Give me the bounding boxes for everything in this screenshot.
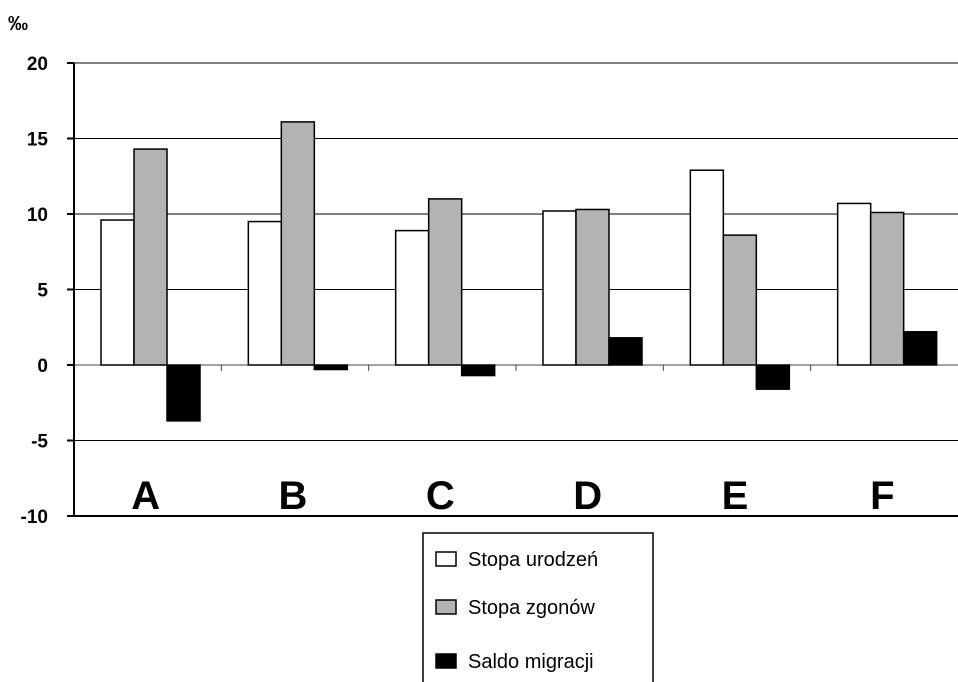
legend-swatch (435, 599, 457, 615)
category-label: A (131, 474, 160, 518)
bar (247, 220, 283, 366)
bar (133, 148, 168, 366)
category-label: C (426, 474, 455, 518)
bar (755, 364, 791, 390)
category-label: F (870, 474, 894, 518)
axes (67, 62, 958, 517)
y-tick-label: 15 (27, 130, 49, 151)
bar (313, 364, 349, 371)
bar (460, 364, 496, 377)
bar (166, 364, 201, 422)
y-tick-label: 5 (37, 281, 48, 302)
bar (100, 219, 135, 366)
legend-box (422, 532, 654, 682)
y-tick-label: 10 (27, 205, 48, 226)
y-tick-label: 20 (27, 54, 48, 75)
bar (427, 198, 463, 366)
y-tick-label: 0 (37, 356, 48, 377)
bar (280, 121, 316, 366)
legend-label: Stopa urodzeń (468, 549, 598, 571)
y-tick-label: -5 (31, 432, 48, 453)
gridlines (74, 62, 958, 441)
bar (542, 210, 577, 366)
legend-swatch (435, 551, 457, 567)
y-tick-label: -10 (21, 507, 48, 528)
bar (575, 208, 610, 366)
bar (869, 211, 905, 366)
legend-label: Saldo migracji (468, 651, 594, 673)
legend: Stopa urodzeń Stopa zgonów Saldo migracji (422, 532, 654, 682)
y-axis-unit-label: ‰ (8, 13, 28, 35)
bar (394, 229, 430, 366)
category-label: B (279, 474, 308, 518)
bars (100, 121, 938, 422)
bar (836, 202, 872, 366)
bar (608, 337, 643, 366)
bar (689, 169, 725, 366)
bar (902, 331, 938, 366)
bar (722, 234, 758, 366)
category-label: D (573, 474, 602, 518)
category-label: E (722, 474, 749, 518)
y-tick-labels: -10 -5 0 5 10 15 20 (21, 54, 49, 528)
legend-swatch (435, 653, 457, 669)
legend-label: Stopa zgonów (468, 597, 595, 619)
category-labels: A B C D E F (131, 474, 894, 518)
